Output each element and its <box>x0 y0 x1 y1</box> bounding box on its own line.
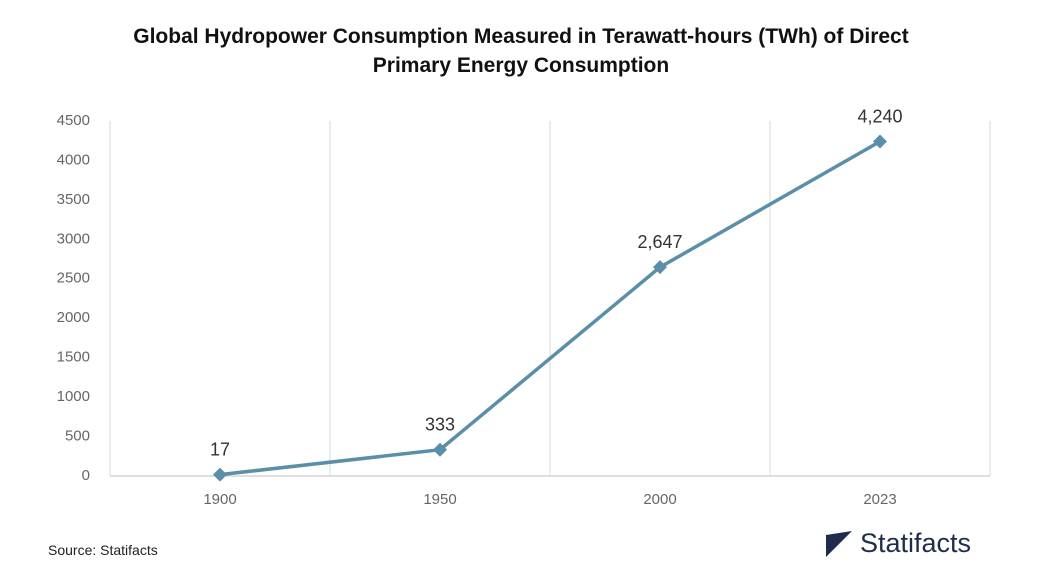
data-point <box>653 260 667 275</box>
y-tick-label: 3000 <box>57 230 90 247</box>
x-tick-label: 2023 <box>863 491 896 508</box>
y-tick-label: 0 <box>82 467 90 484</box>
chart-title: Global Hydropower Consumption Measured i… <box>133 25 909 77</box>
y-tick-label: 500 <box>65 428 90 445</box>
x-tick-label: 1950 <box>423 491 456 508</box>
data-point <box>213 467 227 482</box>
y-tick-label: 3500 <box>57 191 90 208</box>
source-note: Source: Statifacts <box>48 542 158 558</box>
y-tick-label: 4000 <box>57 151 90 168</box>
y-tick-label: 4500 <box>57 112 90 129</box>
data-label: 17 <box>210 439 230 459</box>
y-tick-label: 2500 <box>57 270 90 287</box>
data-point <box>433 442 447 457</box>
data-label: 2,647 <box>637 232 682 252</box>
data-label: 4,240 <box>857 106 902 126</box>
x-tick-label: 1900 <box>203 491 236 508</box>
logo-icon <box>826 530 853 558</box>
x-tick-label: 2000 <box>643 491 676 508</box>
brand-logo: Statifacts <box>824 528 971 559</box>
data-line <box>219 139 881 477</box>
brand-name: Statifacts <box>860 528 972 558</box>
y-tick-label: 1500 <box>57 349 90 366</box>
data-label: 333 <box>425 414 455 434</box>
y-tick-label: 1000 <box>57 388 90 405</box>
y-tick-label: 2000 <box>57 309 90 326</box>
data-point <box>873 134 887 149</box>
